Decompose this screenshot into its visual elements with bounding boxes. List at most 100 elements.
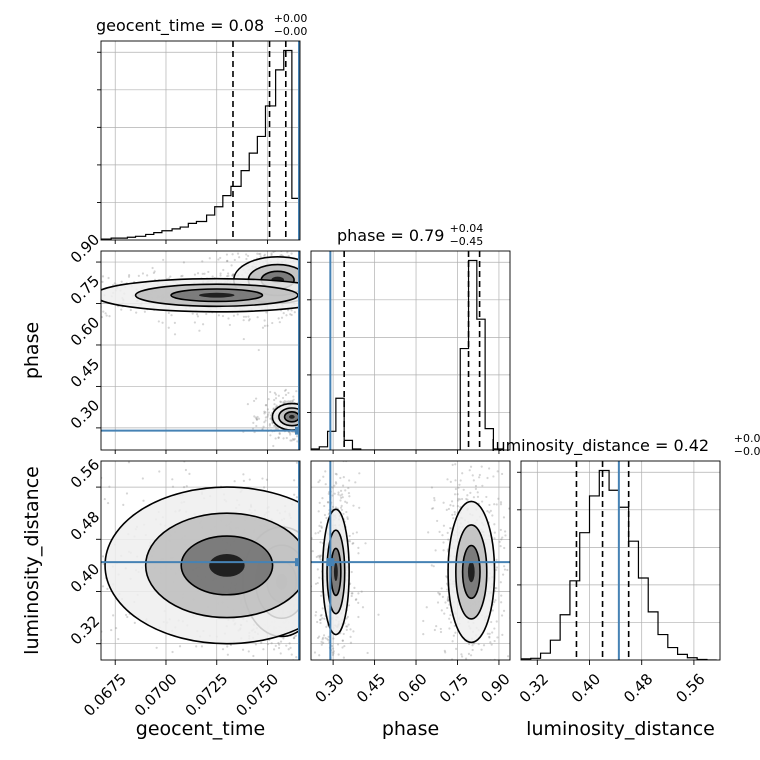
sample-point <box>326 638 329 641</box>
sample-point <box>322 277 324 279</box>
sample-point <box>358 582 360 584</box>
sample-point <box>419 282 421 284</box>
sample-point <box>308 570 310 572</box>
sample-point <box>81 665 83 667</box>
sample-point <box>378 597 380 599</box>
sample-point <box>493 662 495 664</box>
sample-point <box>321 497 324 500</box>
sample-point <box>471 474 474 477</box>
sample-point <box>442 524 446 527</box>
sample-point <box>231 670 233 672</box>
density-level <box>333 562 338 582</box>
sample-point <box>436 601 440 604</box>
sample-point <box>185 485 188 488</box>
sample-point <box>256 252 259 255</box>
sample-point <box>347 623 350 626</box>
sample-point <box>354 598 357 602</box>
sample-point <box>319 555 322 558</box>
sample-point <box>350 286 352 288</box>
sample-point <box>108 485 111 488</box>
sample-point <box>442 541 445 544</box>
sample-point <box>339 306 341 308</box>
sample-point <box>203 272 206 275</box>
sample-point <box>50 290 52 292</box>
sample-point <box>188 458 190 460</box>
sample-point <box>43 574 45 576</box>
sample-point <box>257 417 261 420</box>
sample-point <box>353 586 356 589</box>
sample-point <box>492 475 495 478</box>
sample-point <box>314 276 316 278</box>
sample-point <box>422 633 425 636</box>
sample-point <box>362 272 364 274</box>
sample-point <box>334 506 338 509</box>
sample-point <box>99 549 101 551</box>
sample-point <box>350 304 352 306</box>
sample-point <box>306 315 308 317</box>
sample-point <box>348 540 352 543</box>
sample-point <box>319 287 321 289</box>
sample-point <box>314 282 316 284</box>
sample-point <box>306 410 308 412</box>
sample-point <box>500 538 503 541</box>
sample-point <box>290 653 293 656</box>
sample-point <box>481 500 484 503</box>
sample-point <box>454 487 457 491</box>
sample-point <box>195 313 199 316</box>
sample-point <box>241 648 245 651</box>
sample-point <box>316 581 319 585</box>
sample-point <box>198 329 201 332</box>
sample-point <box>206 443 208 445</box>
sample-point <box>180 275 183 278</box>
sample-point <box>501 536 504 539</box>
sample-point <box>312 308 314 310</box>
sample-point <box>68 287 70 289</box>
sample-point <box>352 504 355 507</box>
sample-point <box>46 454 48 456</box>
sample-point <box>278 643 281 646</box>
sample-point <box>510 632 512 634</box>
x-axis-label-luminosity_distance: luminosity_distance <box>526 718 715 740</box>
sample-point <box>452 634 455 637</box>
sample-point <box>451 513 454 516</box>
sample-point <box>69 287 71 289</box>
sample-point <box>303 401 305 403</box>
sample-point <box>469 465 473 468</box>
sample-point <box>323 318 325 320</box>
sample-point <box>263 410 266 413</box>
sample-point <box>448 634 450 636</box>
sample-point <box>292 479 296 482</box>
sample-point <box>346 615 349 618</box>
sample-point <box>70 266 72 268</box>
sample-point <box>317 554 320 558</box>
histogram-phase <box>311 259 503 450</box>
sample-point <box>317 423 319 425</box>
sample-point <box>343 637 345 639</box>
sample-point <box>441 595 444 598</box>
sample-point <box>319 558 322 561</box>
sample-point <box>493 601 496 604</box>
title-name: geocent_time = 0.08 <box>96 16 264 36</box>
sample-point <box>388 306 390 308</box>
sample-point <box>454 307 456 309</box>
sample-point <box>59 295 61 297</box>
sample-point <box>91 592 93 594</box>
sample-point <box>305 284 307 286</box>
sample-point <box>439 630 443 634</box>
sample-point <box>87 679 89 681</box>
sample-point <box>442 501 445 504</box>
sample-point <box>143 310 146 313</box>
sample-point <box>459 479 462 482</box>
sample-point <box>234 745 236 747</box>
sample-point <box>454 479 457 482</box>
sample-point <box>272 424 276 428</box>
sample-point <box>295 496 298 499</box>
sample-point <box>307 401 309 403</box>
sample-point <box>295 461 298 464</box>
sample-point <box>341 484 345 487</box>
title-minus-luminosity_distance: −0.04 <box>734 445 760 458</box>
sample-point <box>482 644 486 647</box>
sample-point <box>306 593 308 595</box>
sample-point <box>307 550 309 552</box>
sample-point <box>488 503 491 507</box>
